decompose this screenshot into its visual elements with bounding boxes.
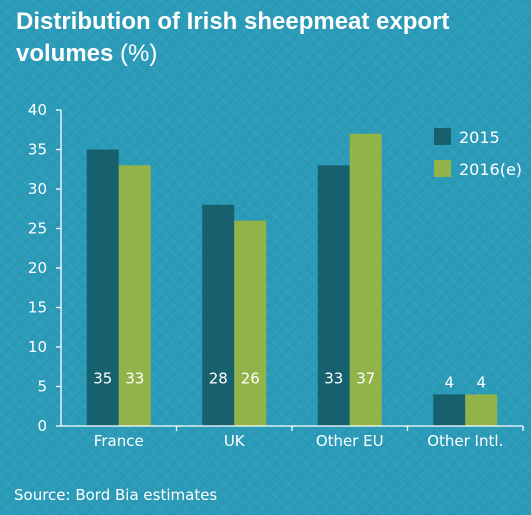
y-tick-label: 25 [28,220,47,238]
x-tick-label: Other EU [316,432,384,450]
bar-2016e [234,220,267,426]
data-label: 4 [476,373,486,391]
bar-2015 [317,165,350,427]
y-tick-label: 40 [28,101,47,119]
legend-swatch [434,128,451,145]
y-tick-label: 15 [28,299,47,317]
x-tick-label: UK [224,432,246,450]
y-tick-label: 35 [28,141,47,159]
bar-2016e [118,165,151,427]
data-label: 37 [356,369,375,387]
data-label: 35 [93,369,112,387]
chart-title: Distribution of Irish sheepmeat export v… [16,6,516,70]
bar-2015 [86,149,119,426]
y-tick-label: 0 [37,417,47,435]
bar-2015 [433,394,466,426]
legend-swatch [434,160,451,177]
y-tick-label: 20 [28,259,47,277]
legend-label: 2015 [459,128,500,147]
chart-title-unit: (%) [120,40,158,67]
legend-label: 2016(e) [459,160,522,179]
y-tick-label: 5 [37,378,47,396]
bar-2016e [349,133,382,426]
bar-2015 [202,204,235,426]
x-tick-label: France [94,432,144,450]
data-label: 4 [444,373,454,391]
data-label: 33 [125,369,144,387]
data-label: 26 [241,369,260,387]
bar-2016e [465,394,498,426]
x-tick-label: Other Intl. [427,432,503,450]
y-tick-label: 10 [28,338,47,356]
data-label: 28 [209,369,228,387]
bar-chart: 0 5 10 15 20 25 30 35 40 35 33 France 28 26 UK 33 37 Othe… [28,101,524,450]
source-note: Source: Bord Bia estimates [14,486,218,504]
y-tick-label: 30 [28,180,47,198]
data-label: 33 [324,369,343,387]
chart-title-text: Distribution of Irish sheepmeat export v… [16,8,450,67]
